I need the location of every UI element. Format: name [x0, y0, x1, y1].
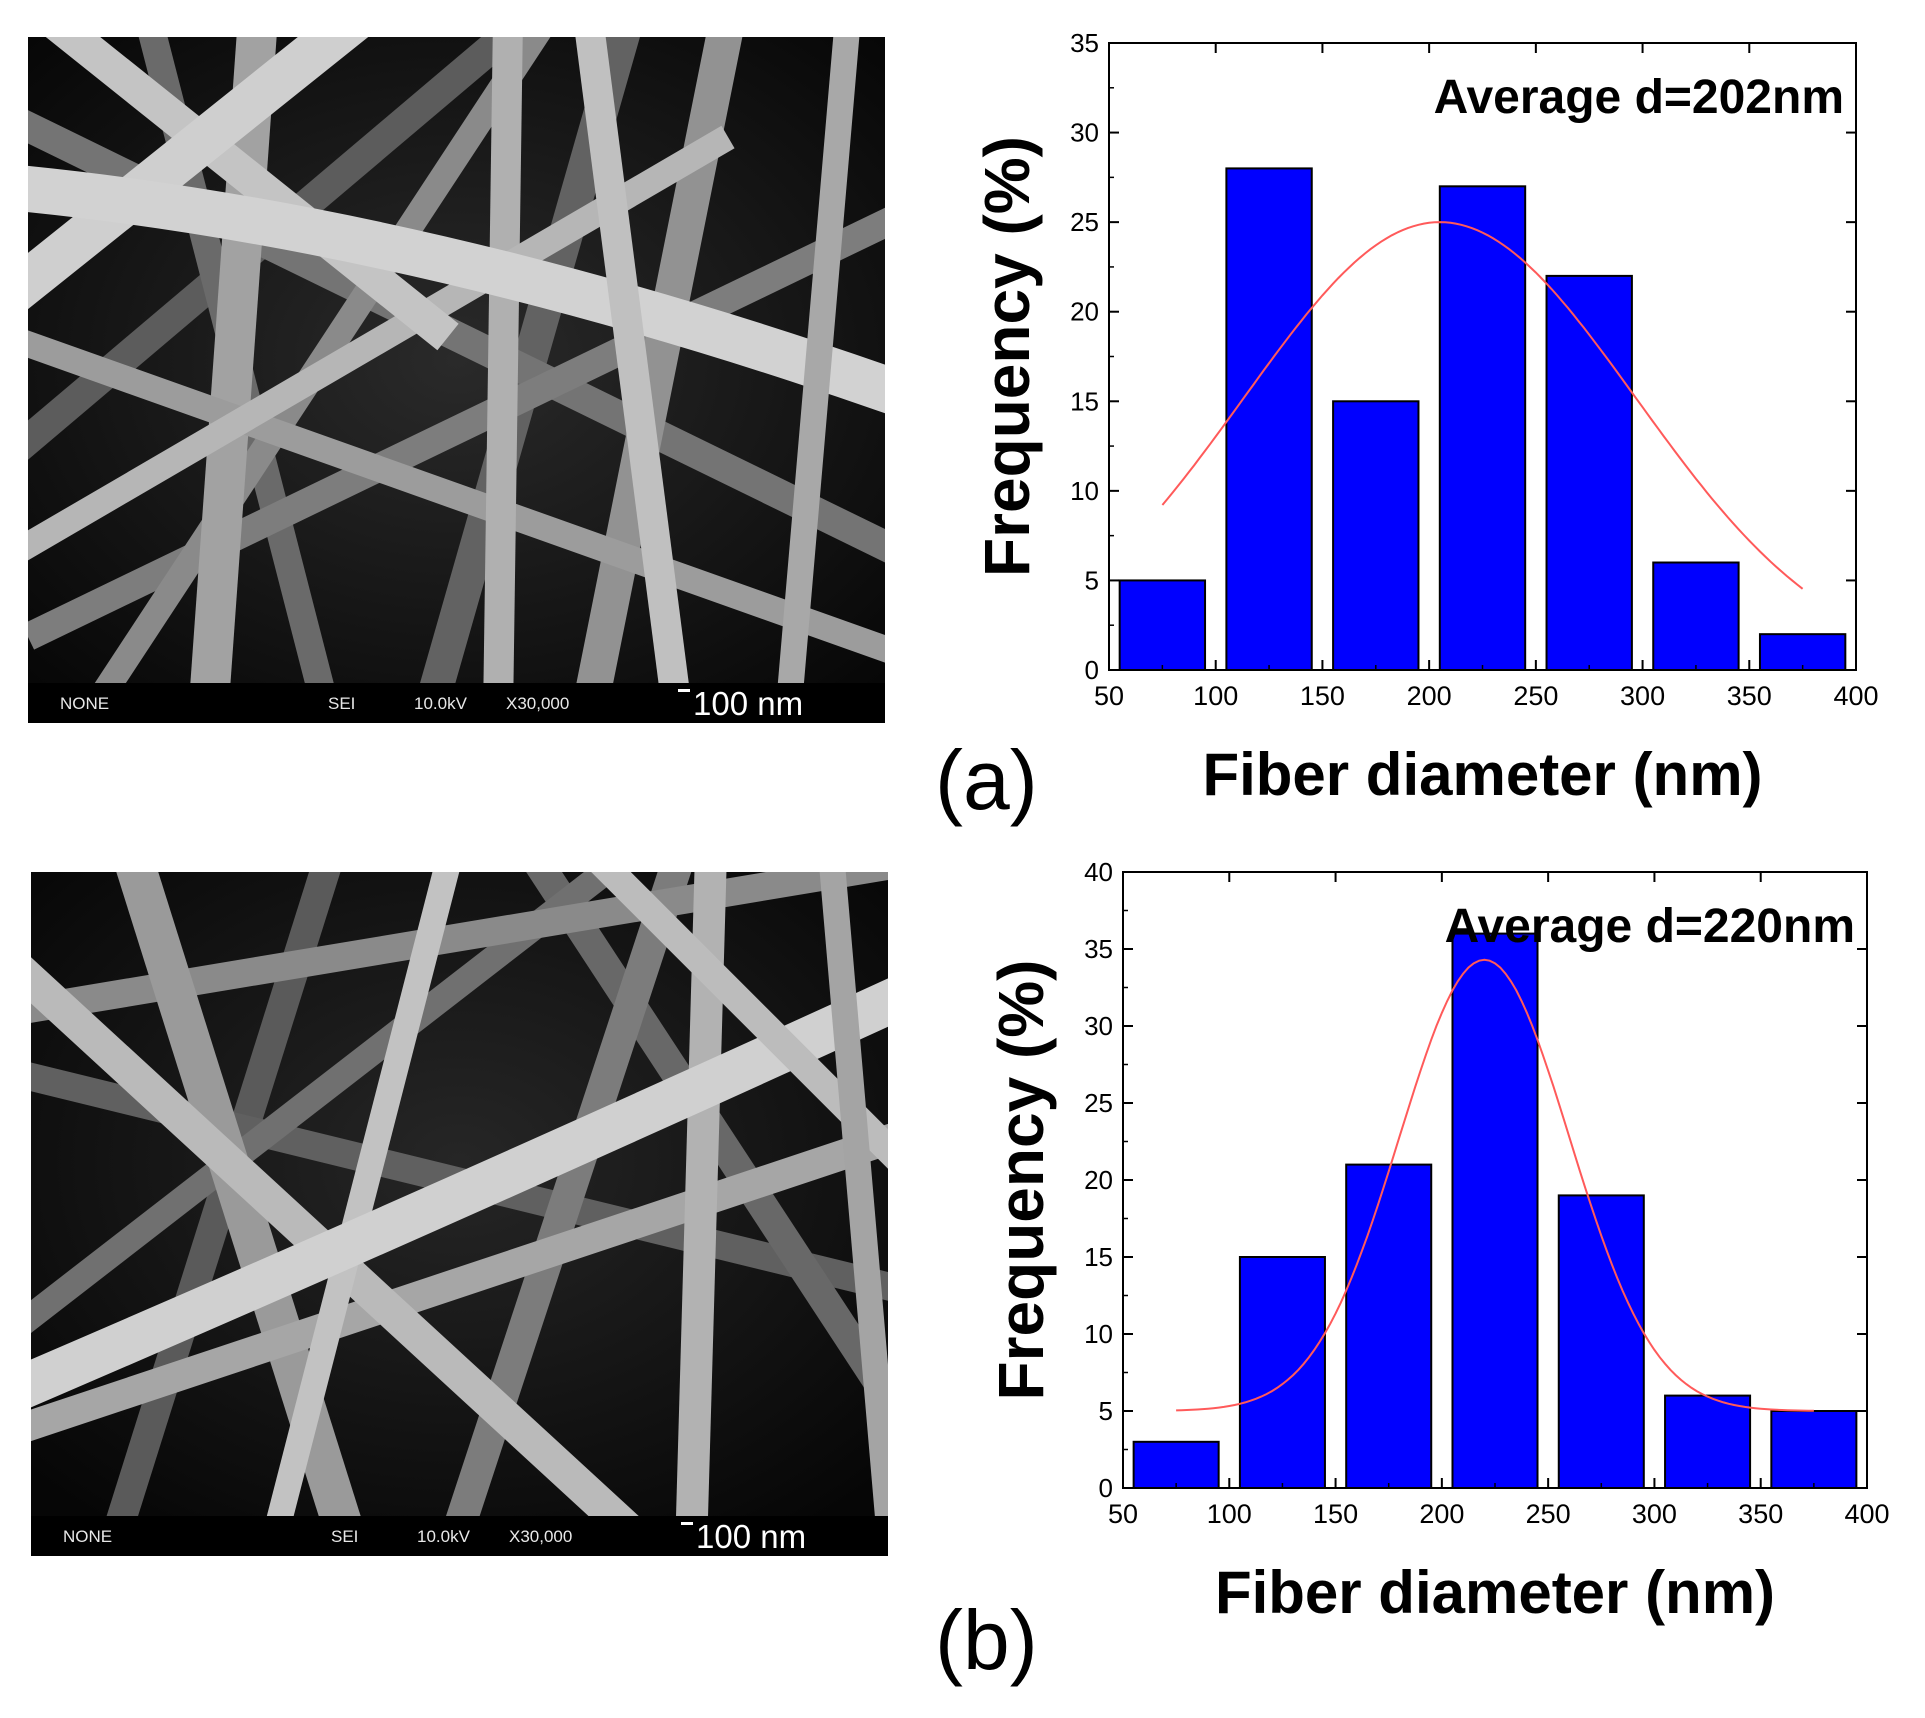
sem-info-bar-b: NONE SEI 10.0kV X30,000 100 nm: [31, 1516, 888, 1556]
bar-b-6: [1770, 1410, 1858, 1489]
bar-b-5: [1664, 1394, 1752, 1489]
ytick-label-b-4: 20: [1084, 1165, 1113, 1195]
fit-curve-a: [1161, 221, 1804, 590]
sem-magnification-b: X30,000: [509, 1527, 573, 1546]
xtick-label-a-6: 350: [1727, 681, 1772, 711]
sem-image-b: NONE SEI 10.0kV X30,000 100 nm: [31, 872, 888, 1556]
sem-fibers-b: [31, 872, 888, 1516]
sem-fibers-a: [28, 37, 885, 683]
sem-magnification-a: X30,000: [506, 694, 570, 713]
y-axis-label-a: Frequency (%): [971, 136, 1043, 577]
ytick-label-a-5: 25: [1070, 207, 1099, 237]
xtick-label-b-3: 200: [1419, 1499, 1464, 1529]
sem-info-bar-a: NONE SEI 10.0kV X30,000 100 nm: [28, 683, 885, 723]
xtick-label-a-2: 150: [1300, 681, 1345, 711]
xtick-label-a-3: 200: [1407, 681, 1452, 711]
ytick-label-b-6: 30: [1084, 1011, 1113, 1041]
ytick-label-a-4: 20: [1070, 297, 1099, 327]
average-annotation-b: Average d=220nm: [1445, 900, 1855, 953]
xtick-label-a-4: 250: [1513, 681, 1558, 711]
ytick-label-a-6: 30: [1070, 118, 1099, 148]
panel-label-b: (b): [935, 1593, 1038, 1687]
ytick-label-b-1: 5: [1099, 1396, 1113, 1426]
sem-mode-b: SEI: [331, 1527, 359, 1546]
y-axis-label-b: Frequency (%): [985, 960, 1057, 1401]
bar-b-2: [1345, 1163, 1433, 1489]
ytick-label-a-2: 10: [1070, 476, 1099, 506]
histogram-a: 50 100 150 200 250 300 350 400 0 5 10 15 20 25 30 35 Ave…: [971, 28, 1879, 808]
scale-label-a: 100 nm: [693, 685, 804, 722]
sem-voltage-b: 10.0kV: [417, 1527, 470, 1546]
xtick-label-b-0: 50: [1108, 1499, 1138, 1529]
xtick-label-a-0: 50: [1094, 681, 1124, 711]
xtick-label-a-7: 400: [1833, 681, 1878, 711]
xtick-label-b-5: 300: [1632, 1499, 1677, 1529]
xtick-label-b-2: 150: [1313, 1499, 1358, 1529]
bar-a-5: [1652, 561, 1740, 671]
xtick-label-b-7: 400: [1844, 1499, 1889, 1529]
bar-a-6: [1758, 633, 1847, 672]
ytick-label-a-1: 5: [1085, 565, 1099, 595]
xtick-label-b-1: 100: [1207, 1499, 1252, 1529]
bar-a-4: [1545, 274, 1633, 671]
bar-a-2: [1332, 400, 1420, 671]
ytick-label-b-2: 10: [1084, 1319, 1113, 1349]
histogram-b: 50 100 150 200 250 300 350 400 0 5 10 15 20 25 30 35 40 A…: [985, 857, 1890, 1626]
scale-bar-a: [678, 689, 690, 692]
fit-curve-b: [1176, 958, 1814, 1412]
xtick-label-b-4: 250: [1526, 1499, 1571, 1529]
average-annotation-a: Average d=202nm: [1434, 71, 1844, 124]
xtick-label-a-5: 300: [1620, 681, 1665, 711]
ytick-label-b-8: 40: [1084, 857, 1113, 887]
scale-label-b: 100 nm: [696, 1518, 807, 1555]
ytick-label-b-7: 35: [1084, 934, 1113, 964]
sem-image-a: NONE SEI 10.0kV X30,000 100 nm: [28, 37, 885, 723]
bar-b-3: [1451, 932, 1539, 1490]
scale-bar-b: [681, 1522, 693, 1525]
ytick-label-a-7: 35: [1070, 28, 1099, 58]
x-axis-label-b: Fiber diameter (nm): [1215, 1559, 1775, 1626]
ytick-label-a-3: 15: [1070, 386, 1099, 416]
sem-voltage-a: 10.0kV: [414, 694, 467, 713]
bar-a-3: [1438, 185, 1527, 671]
bar-b-4: [1557, 1194, 1645, 1489]
bar-b-1: [1238, 1256, 1326, 1489]
xtick-label-b-6: 350: [1738, 1499, 1783, 1529]
bar-a-1: [1225, 167, 1313, 671]
sem-detector-a: NONE: [60, 694, 110, 713]
bar-b-0: [1132, 1440, 1220, 1489]
ytick-label-b-0: 0: [1099, 1473, 1113, 1503]
x-axis-label-a: Fiber diameter (nm): [1202, 741, 1762, 808]
ytick-label-b-5: 25: [1084, 1088, 1113, 1118]
bar-a-0: [1118, 579, 1207, 672]
sem-mode-a: SEI: [328, 694, 356, 713]
sem-detector-b: NONE: [63, 1527, 113, 1546]
ytick-label-b-3: 15: [1084, 1242, 1113, 1272]
xtick-label-a-1: 100: [1193, 681, 1238, 711]
panel-label-a: (a): [935, 733, 1038, 827]
ytick-label-a-0: 0: [1085, 655, 1099, 685]
